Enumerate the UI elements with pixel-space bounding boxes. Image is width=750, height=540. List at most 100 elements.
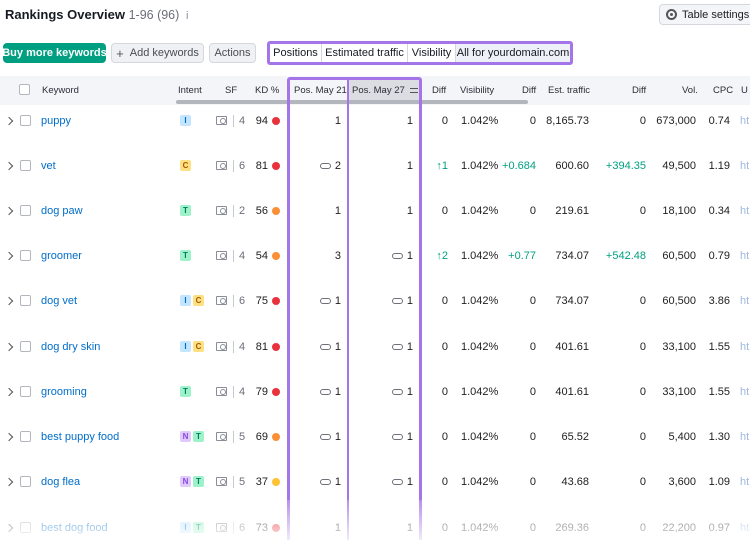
keyword-text[interactable]: dog vet	[41, 294, 78, 307]
sf-cell[interactable]: 6	[216, 143, 250, 188]
checkbox-box[interactable]	[20, 341, 31, 352]
keyword-link[interactable]: vet	[41, 143, 171, 188]
sf-cell[interactable]: 5	[216, 459, 250, 504]
table-row[interactable]: best dog food I T 6 73 1 1 0 1.042% 0 269.36 0 22,20…	[0, 505, 750, 540]
actions-button[interactable]: Actions	[209, 43, 256, 63]
table-row[interactable]: dog dry skin I C 4 81 1 1 0 1.042% 0 401.61 0 33,100…	[0, 324, 750, 369]
sf-cell[interactable]: 2	[216, 188, 250, 233]
keyword-text[interactable]: puppy	[41, 114, 71, 127]
sf-cell[interactable]: 4	[216, 369, 250, 414]
table-row[interactable]: vet C 6 81 2 1 ↑ 1 1.042% +0.684 600.60 +394.35 49,5…	[0, 143, 750, 188]
col-diff[interactable]: Diff	[432, 85, 447, 96]
sf-cell[interactable]: 6	[216, 278, 250, 323]
keyword-text[interactable]: groomer	[41, 249, 82, 262]
info-icon[interactable]: i	[185, 10, 189, 22]
checkbox-box[interactable]	[20, 115, 31, 126]
table-row[interactable]: grooming T 4 79 1 1 0 1.042% 0 401.61 0 33,100 1.55 h…	[0, 369, 750, 414]
keyword-link[interactable]: best puppy food	[41, 414, 171, 459]
row-checkbox[interactable]	[20, 278, 32, 323]
checkbox-box[interactable]	[20, 250, 31, 261]
url-cell[interactable]: ht	[740, 188, 750, 233]
serp-features-icon[interactable]	[216, 387, 227, 396]
serp-features-icon[interactable]	[216, 206, 227, 215]
url-value[interactable]: ht	[740, 249, 750, 262]
keyword-text[interactable]: dog flea	[41, 475, 81, 488]
checkbox-box[interactable]	[20, 476, 31, 487]
checkbox-box[interactable]	[20, 522, 31, 533]
row-checkbox[interactable]	[20, 233, 32, 278]
table-settings-button[interactable]: Table settings	[659, 4, 750, 25]
url-cell[interactable]: ht	[740, 459, 750, 504]
tab-estimated-traffic[interactable]: Estimated traffic	[322, 44, 408, 62]
expand-chevron-icon[interactable]	[4, 414, 14, 459]
row-checkbox[interactable]	[20, 414, 32, 459]
row-checkbox[interactable]	[20, 188, 32, 233]
row-checkbox[interactable]	[20, 143, 32, 188]
keyword-link[interactable]: dog flea	[41, 459, 171, 504]
url-cell[interactable]: ht	[740, 233, 750, 278]
serp-features-icon[interactable]	[216, 116, 227, 125]
col-keyword[interactable]: Keyword	[42, 85, 79, 96]
keyword-text[interactable]: vet	[41, 159, 56, 172]
row-checkbox[interactable]	[20, 505, 32, 540]
url-value[interactable]: ht	[740, 340, 750, 353]
col-pos-may27[interactable]: Pos. May 27	[352, 85, 418, 96]
sf-cell[interactable]: 4	[216, 324, 250, 369]
keyword-link[interactable]: grooming	[41, 369, 171, 414]
url-value[interactable]: ht	[740, 114, 750, 127]
url-value[interactable]: ht	[740, 430, 750, 443]
expand-chevron-icon[interactable]	[4, 143, 14, 188]
checkbox-box[interactable]	[20, 386, 31, 397]
checkbox-box[interactable]	[20, 431, 31, 442]
table-row[interactable]: dog paw T 2 56 1 1 0 1.042% 0 219.61 0 18,100 0.34 ht	[0, 188, 750, 233]
table-row[interactable]: dog vet I C 6 75 1 1 0 1.042% 0 734.07 0 60,500 3.86 h…	[0, 278, 750, 323]
expand-chevron-icon[interactable]	[4, 188, 14, 233]
tab-positions[interactable]: Positions	[270, 44, 322, 62]
keyword-text[interactable]: best dog food	[41, 521, 108, 534]
serp-features-icon[interactable]	[216, 251, 227, 260]
keyword-link[interactable]: groomer	[41, 233, 171, 278]
expand-chevron-icon[interactable]	[4, 324, 14, 369]
col-pos-may21[interactable]: Pos. May 21	[294, 85, 347, 96]
url-value[interactable]: ht	[740, 159, 750, 172]
keyword-link[interactable]: dog vet	[41, 278, 171, 323]
url-value[interactable]: ht	[740, 294, 750, 307]
keyword-text[interactable]: dog paw	[41, 204, 83, 217]
keyword-link[interactable]: best dog food	[41, 505, 171, 540]
expand-chevron-icon[interactable]	[4, 369, 14, 414]
url-cell[interactable]: ht	[740, 98, 750, 143]
checkbox-box[interactable]	[20, 295, 31, 306]
serp-features-icon[interactable]	[216, 477, 227, 486]
col-visibility-diff[interactable]: Diff	[522, 85, 537, 96]
keyword-text[interactable]: dog dry skin	[41, 340, 101, 353]
row-checkbox[interactable]	[20, 459, 32, 504]
url-cell[interactable]: ht	[740, 414, 750, 459]
serp-features-icon[interactable]	[216, 432, 227, 441]
col-cpc[interactable]: CPC	[713, 85, 734, 96]
url-cell[interactable]: ht	[740, 278, 750, 323]
sf-cell[interactable]: 4	[216, 98, 250, 143]
add-keywords-button[interactable]: + Add keywords	[111, 43, 204, 63]
table-row[interactable]: best puppy food N T 5 69 1 1 0 1.042% 0 65.52 0 5,40…	[0, 414, 750, 459]
expand-chevron-icon[interactable]	[4, 98, 14, 143]
url-value[interactable]: ht	[740, 475, 750, 488]
url-value[interactable]: ht	[740, 204, 750, 217]
serp-features-icon[interactable]	[216, 296, 227, 305]
sf-cell[interactable]: 5	[216, 414, 250, 459]
row-checkbox[interactable]	[20, 324, 32, 369]
url-value[interactable]: ht	[740, 385, 750, 398]
keyword-text[interactable]: best puppy food	[41, 430, 120, 443]
url-value[interactable]: ht	[740, 521, 750, 534]
col-kd[interactable]: KD %	[255, 85, 280, 96]
keyword-link[interactable]: dog paw	[41, 188, 171, 233]
expand-chevron-icon[interactable]	[4, 278, 14, 323]
tab-visibility[interactable]: Visibility	[408, 44, 456, 62]
sf-cell[interactable]: 6	[216, 505, 250, 540]
keyword-link[interactable]: dog dry skin	[41, 324, 171, 369]
sf-cell[interactable]: 4	[216, 233, 250, 278]
table-row[interactable]: puppy I 4 94 1 1 0 1.042% 0 8,165.73 0 673,000 0.74 h…	[0, 98, 750, 143]
table-row[interactable]: dog flea N T 5 37 1 1 0 1.042% 0 43.68 0 3,600 1.09 ht	[0, 459, 750, 504]
table-row[interactable]: groomer T 4 54 3 1 ↑ 2 1.042% +0.77 734.07 +542.48 6…	[0, 233, 750, 278]
col-traffic-diff[interactable]: Diff	[632, 85, 647, 96]
row-checkbox[interactable]	[20, 369, 32, 414]
